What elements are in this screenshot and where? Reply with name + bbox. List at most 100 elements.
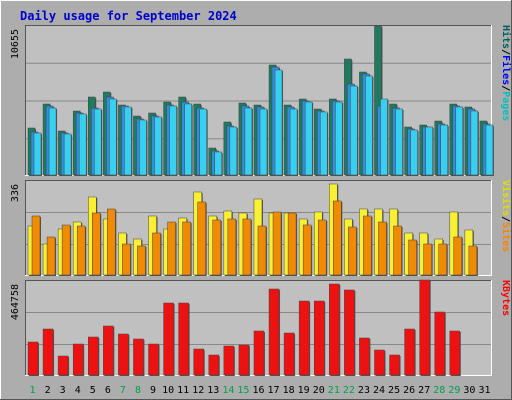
bar-sites (46, 236, 56, 276)
bar-sites (257, 225, 267, 276)
bar-pages (259, 108, 268, 176)
bar-pages (274, 69, 283, 176)
bar-pages (229, 126, 238, 176)
x-tick-label: 3 (60, 385, 66, 396)
bar-sites (137, 245, 146, 276)
bar-kbytes (72, 343, 84, 376)
x-tick-label: 14 (222, 385, 234, 396)
bar-pages (455, 106, 464, 176)
x-tick-label: 29 (448, 385, 460, 396)
bar-pages (244, 107, 253, 176)
bar-pages (154, 116, 162, 176)
series-label-pages: Pages (500, 91, 511, 121)
x-tick-label: 27 (418, 385, 430, 396)
bar-kbytes (118, 333, 129, 376)
bar-kbytes (253, 330, 265, 376)
bar-pages (289, 108, 298, 176)
bar-sites (468, 245, 478, 276)
y-axis-series-label-visits-sites: Visits/Sites (500, 180, 512, 252)
bar-sites (408, 239, 417, 276)
bar-sites (76, 225, 86, 276)
bar-pages (335, 101, 343, 176)
bar-pages (485, 124, 494, 176)
bar-sites (272, 211, 282, 276)
series-label-separator: / (500, 216, 511, 222)
series-label-hits: Hits (500, 25, 512, 49)
x-tick-label: 2 (45, 385, 51, 396)
bar-sites (242, 218, 252, 276)
bar-sites (61, 224, 71, 276)
bar-kbytes (283, 332, 295, 376)
bar-kbytes (434, 311, 445, 376)
bar-pages (139, 119, 147, 176)
x-tick-label: 1 (30, 385, 36, 396)
x-tick-label: 23 (358, 385, 370, 396)
bar-sites (317, 219, 327, 276)
bar-kbytes (57, 355, 69, 376)
bar-sites (438, 243, 447, 276)
bar-pages (470, 110, 479, 176)
bar-pages (78, 113, 87, 176)
bar-sites (182, 221, 191, 276)
bar-kbytes (178, 302, 189, 376)
bar-pages (199, 108, 207, 176)
bar-kbytes (208, 354, 220, 376)
x-tick-label: 12 (192, 385, 204, 396)
bar-pages (350, 85, 358, 176)
bar-sites (393, 225, 402, 276)
bar-pages (169, 105, 177, 176)
y-max-label-visits-sites: 336 (10, 184, 21, 202)
x-tick-label: 13 (207, 385, 219, 396)
x-tick-label: 25 (388, 385, 400, 396)
x-tick-label: 4 (75, 385, 81, 396)
bar-kbytes (449, 330, 461, 376)
y-max-label-kbytes: 464758 (10, 284, 21, 320)
bar-kbytes (374, 349, 385, 376)
series-label-separator: / (500, 85, 511, 91)
bar-pages (410, 129, 418, 176)
x-tick-label: 30 (463, 385, 475, 396)
x-tick-label: 7 (120, 385, 126, 396)
bar-kbytes (389, 354, 400, 376)
bar-sites (122, 243, 131, 276)
bar-sites (227, 218, 237, 276)
x-tick-label: 31 (478, 385, 490, 396)
bar-pages (395, 108, 403, 176)
series-label-kbytes: KBytes (500, 280, 511, 316)
bar-sites (31, 215, 41, 276)
bar-sites (287, 212, 297, 276)
x-tick-label: 22 (343, 385, 355, 396)
bar-sites (363, 215, 372, 276)
bar-sites (333, 200, 342, 276)
chart-title: Daily usage for September 2024 (20, 9, 237, 23)
y-axis-series-label-hits-files-pages: Hits/Files/Pages (500, 25, 512, 121)
bar-kbytes (404, 328, 415, 376)
bar-kbytes (103, 325, 114, 376)
bar-kbytes (268, 288, 280, 376)
bar-pages (380, 98, 388, 176)
y-axis-series-label-kbytes: KBytes (500, 280, 511, 316)
bar-pages (33, 132, 42, 176)
bar-kbytes (223, 345, 235, 376)
x-tick-label: 26 (403, 385, 415, 396)
bar-kbytes (344, 289, 355, 376)
bar-kbytes (359, 337, 370, 376)
bar-kbytes (27, 341, 39, 376)
bar-kbytes (313, 300, 325, 376)
bar-pages (214, 151, 223, 176)
series-label-files: Files (500, 55, 512, 85)
bar-pages (365, 75, 373, 176)
bar-kbytes (298, 300, 310, 376)
bar-sites (167, 221, 176, 276)
x-tick-label: 24 (373, 385, 385, 396)
bar-kbytes (42, 328, 54, 376)
bar-kbytes (238, 344, 250, 376)
x-tick-label: 6 (105, 385, 111, 396)
x-tick-label: 21 (328, 385, 340, 396)
bar-pages (109, 98, 117, 176)
x-tick-label: 9 (150, 385, 156, 396)
series-label-visits: Visits (500, 180, 512, 216)
x-tick-label: 20 (313, 385, 325, 396)
x-tick-label: 18 (283, 385, 295, 396)
bar-sites (423, 243, 432, 276)
